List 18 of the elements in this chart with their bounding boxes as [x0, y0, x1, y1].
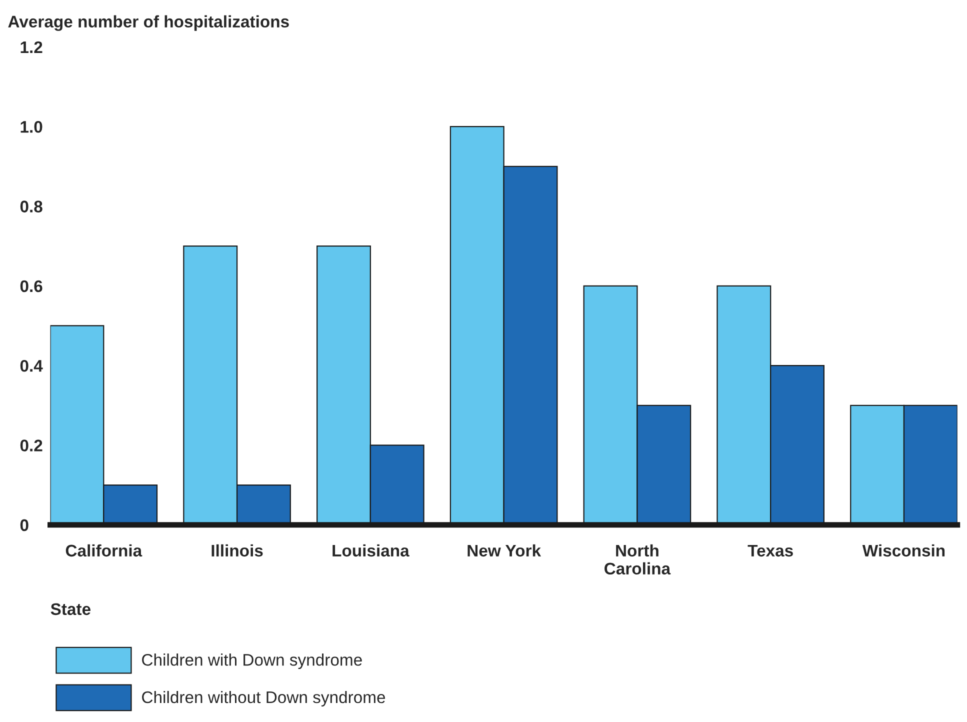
- x-tick-label: Louisiana: [332, 544, 410, 557]
- y-tick-label: 0: [20, 519, 28, 532]
- x-tick-label: Texas: [748, 544, 793, 557]
- y-tick-label: 0.2: [20, 440, 42, 452]
- y-tick-label: 0.8: [20, 200, 42, 212]
- x-tick-label: Wisconsin: [862, 544, 945, 557]
- x-tick-label: North Carolina: [604, 544, 671, 575]
- y-tick-label: 0.4: [20, 360, 43, 372]
- y-axis-title: Average number of hospitalizations: [8, 15, 289, 31]
- y-tick-label: 0.6: [20, 280, 42, 292]
- y-tick-label: 1.0: [20, 120, 42, 133]
- y-tick-label: 1.2: [20, 41, 42, 53]
- legend-label: Children with Down syndrome: [142, 654, 362, 670]
- x-tick-label: Illinois: [212, 544, 263, 557]
- x-tick-label: New York: [468, 544, 542, 557]
- x-axis-title: State: [50, 603, 90, 616]
- x-tick-label: California: [66, 544, 142, 557]
- legend-label: Children without Down syndrome: [142, 690, 386, 706]
